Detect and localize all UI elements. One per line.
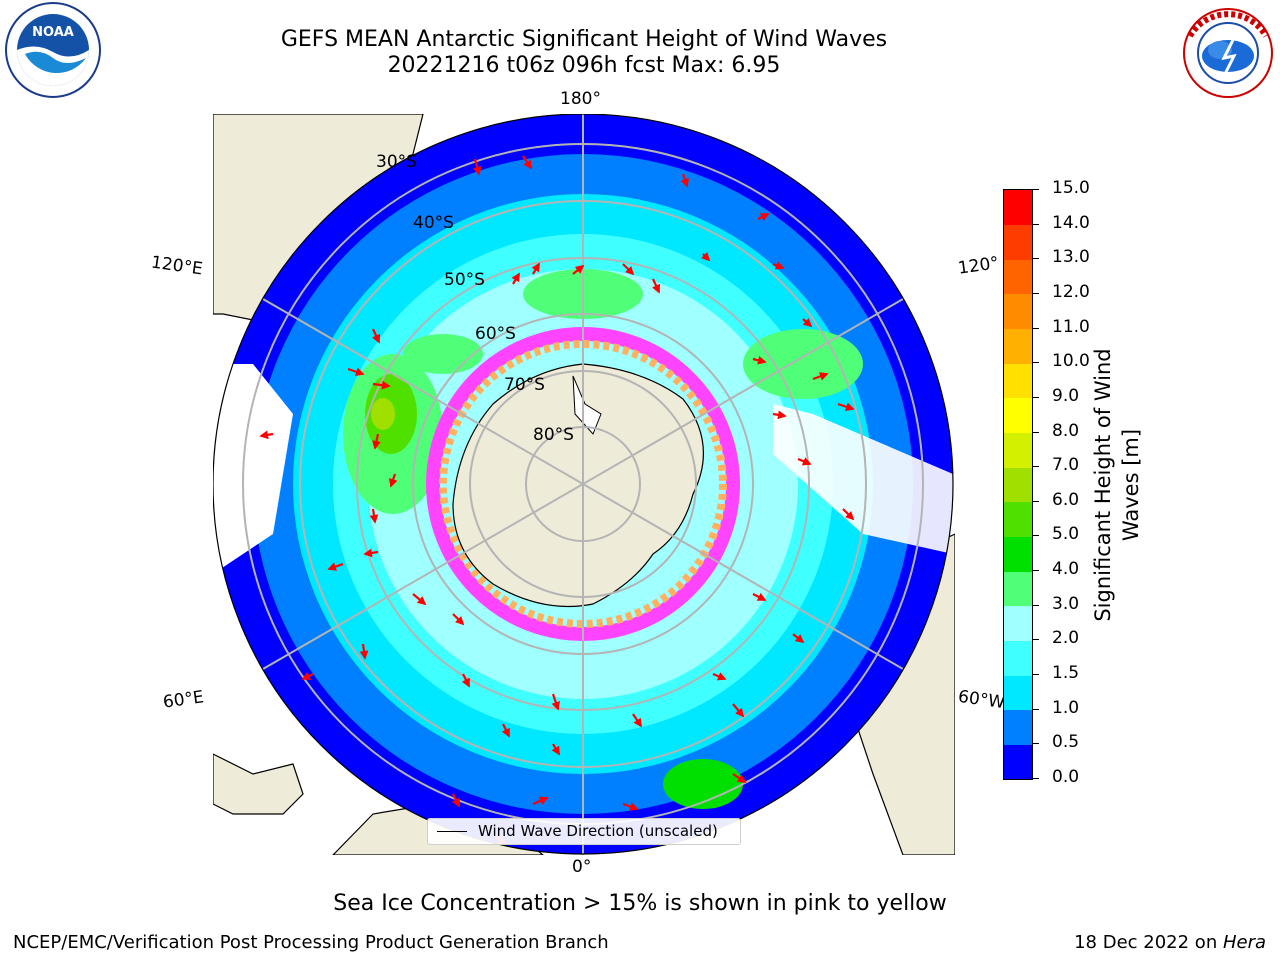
colorbar-band [1004,293,1032,330]
lat-label-80s: 80°S [533,425,574,445]
colorbar-tick-label: 3.0 [1052,593,1080,614]
colorbar-tick-mark [1033,639,1039,641]
colorbar-band [1004,397,1032,434]
lon-label-0: 0° [572,857,592,877]
colorbar-tick-label: 0.5 [1052,732,1080,753]
colorbar-tick-mark [1033,674,1039,676]
colorbar-band [1004,640,1032,676]
noaa-logo: NOAA [5,2,101,98]
footer-date: 18 Dec 2022 on Hera [1074,932,1266,953]
africa-landmass [213,753,304,815]
map-title: GEFS MEAN Antarctic Significant Height o… [280,27,888,52]
colorbar-tick-mark [1033,327,1039,329]
colorbar-band [1004,259,1032,295]
colorbar-tick-mark [1033,258,1039,260]
colorbar-tick-mark [1033,778,1039,779]
lat-label-30s: 30°S [376,152,417,172]
lon-label-180: 180° [560,89,601,109]
colorbar-tick-mark [1033,604,1039,606]
colorbar-tick-label: 15.0 [1052,178,1090,198]
colorbar-tick-mark [1033,431,1039,433]
colorbar-tick-mark [1033,292,1039,294]
colorbar [1003,189,1033,780]
colorbar-band [1004,432,1032,468]
colorbar-tick-label: 2.0 [1052,628,1080,649]
colorbar-tick-label: 12.0 [1052,281,1090,302]
colorbar-tick-mark [1033,396,1039,398]
colorbar-band [1004,363,1032,399]
colorbar-band [1004,675,1032,711]
colorbar-tick-mark [1033,189,1039,190]
colorbar-tick-label: 5.0 [1052,524,1080,545]
colorbar-tick-mark [1033,500,1039,502]
colorbar-tick-mark [1033,743,1039,745]
colorbar-tick-label: 11.0 [1052,316,1090,337]
legend-label: Wind Wave Direction (unscaled) [478,822,718,840]
legend-line-icon [437,831,467,832]
map-subtitle: 20221216 t06z 096h fcst Max: 6.95 [387,53,781,78]
colorbar-band [1004,467,1032,503]
colorbar-tick-label: 10.0 [1052,351,1090,372]
colorbar-tick-label: 9.0 [1052,385,1080,406]
colorbar-band [1004,605,1032,641]
graticule [242,114,924,855]
svg-text:NOAA: NOAA [32,25,74,40]
lon-label-120w: 120° [956,253,1001,279]
colorbar-tick-mark [1033,570,1039,572]
colorbar-band [1004,571,1032,607]
colorbar-tick-label: 1.5 [1052,663,1080,684]
colorbar-tick-label: 7.0 [1052,455,1080,476]
colorbar-band [1004,190,1032,226]
colorbar-tick-label: 13.0 [1052,247,1090,268]
footer-credit: NCEP/EMC/Verification Post Processing Pr… [13,932,609,953]
colorbar-band [1004,501,1032,537]
colorbar-tick-mark [1033,466,1039,468]
colorbar-band [1004,328,1032,364]
colorbar-band [1004,536,1032,572]
colorbar-tick-label: 0.0 [1052,767,1080,787]
colorbar-tick-label: 8.0 [1052,420,1080,441]
colorbar-tick-mark [1033,362,1039,364]
nws-logo [1183,8,1273,98]
lat-label-70s: 70°S [504,375,545,395]
colorbar-ticks: 0.0 0.5 1.0 1.5 2.0 3.0 4.0 5.0 6.0 7.0 8.0 9.0 10.0… [1033,178,1096,787]
lon-label-60w: 60°W [956,686,1007,714]
colorbar-band [1004,709,1032,745]
map-disk-outline [213,114,954,855]
lon-label-60e: 60°E [161,687,206,713]
colorbar-tick-label: 6.0 [1052,489,1080,510]
map-legend: Wind Wave Direction (unscaled) [427,818,741,845]
lat-label-60s: 60°S [475,324,516,344]
lat-label-40s: 40°S [413,213,454,233]
polar-map [213,114,955,855]
colorbar-tick-label: 4.0 [1052,559,1080,580]
colorbar-band [1004,744,1032,780]
lat-label-50s: 50°S [444,270,485,290]
colorbar-tick-label: 1.0 [1052,697,1080,718]
colorbar-tick-mark [1033,535,1039,537]
lon-label-120e: 120°E [149,252,204,280]
wind-wave-direction-arrows [259,155,855,846]
colorbar-tick-mark [1033,708,1039,710]
colorbar-tick-mark [1033,223,1039,225]
sea-ice-caption: Sea Ice Concentration > 15% is shown in … [333,891,947,916]
colorbar-tick-label: 14.0 [1052,212,1090,233]
colorbar-band [1004,224,1032,260]
